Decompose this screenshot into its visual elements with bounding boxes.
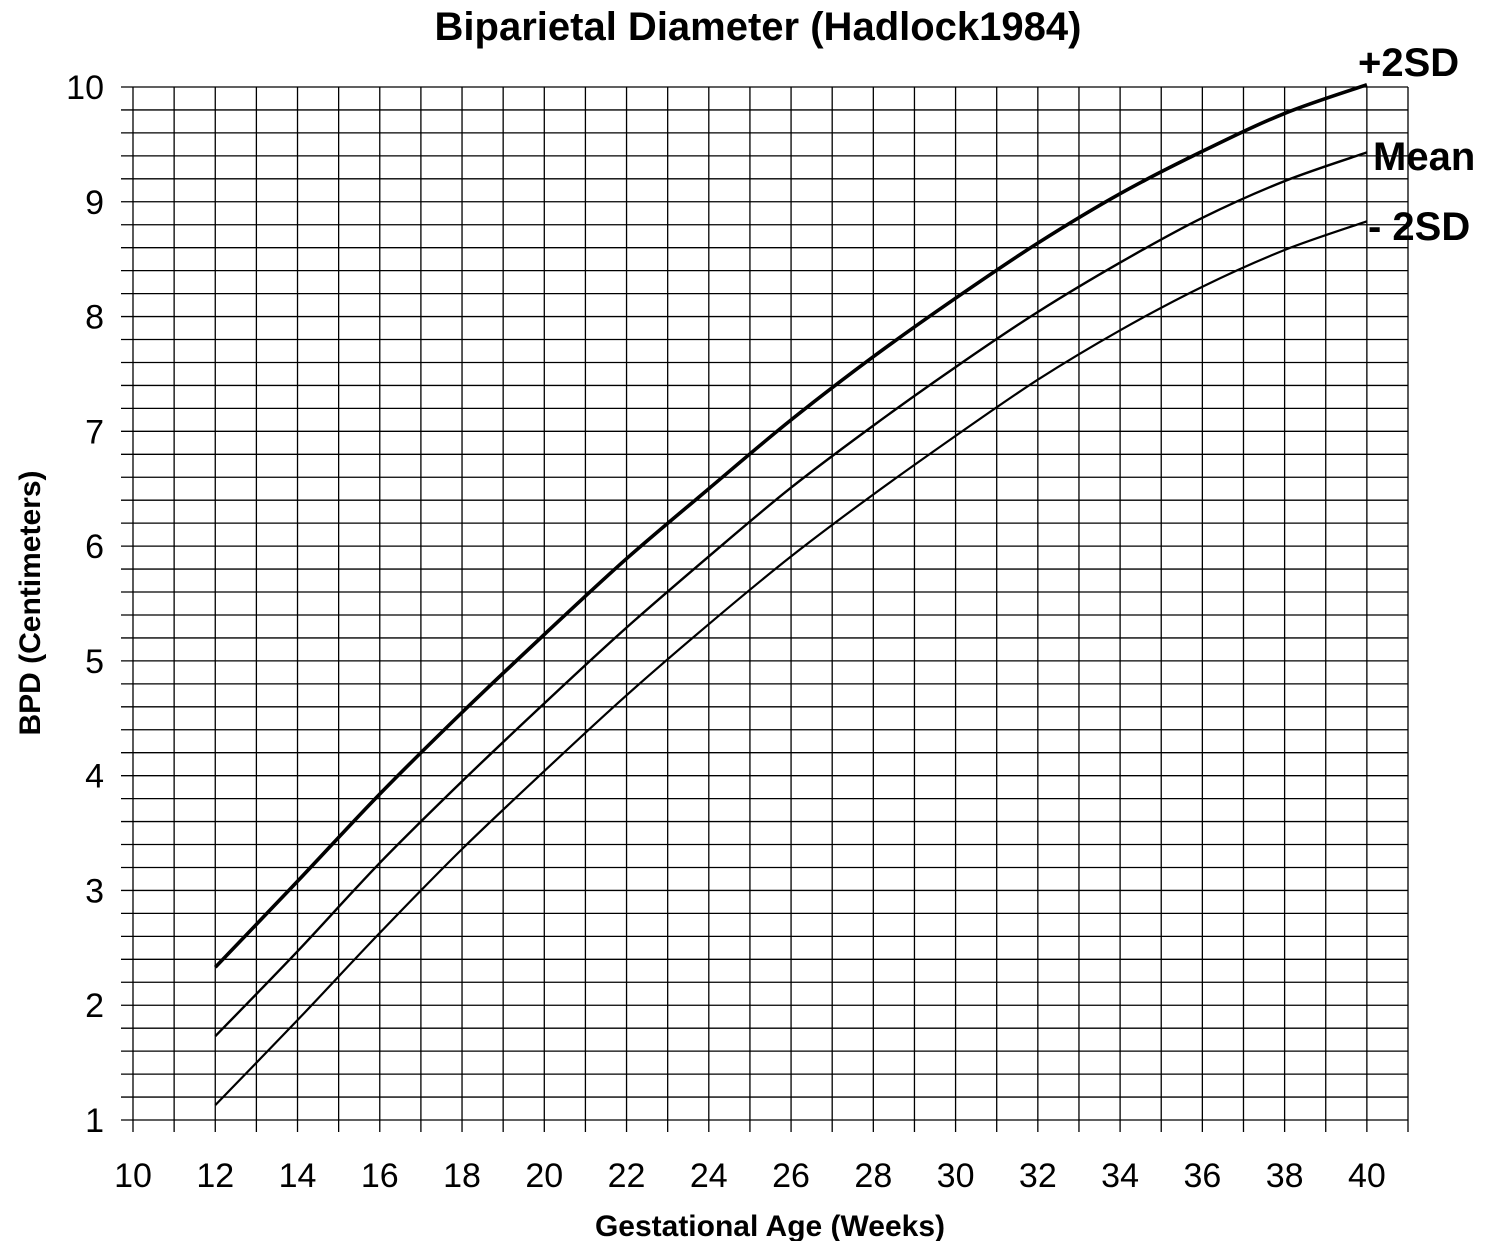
series-line-2sd bbox=[214, 220, 1368, 1106]
x-axis-label: Gestational Age (Weeks) bbox=[595, 1210, 945, 1241]
grid bbox=[121, 86, 1409, 1132]
x-tick-label: 36 bbox=[1183, 1157, 1221, 1195]
x-tick-label: 32 bbox=[1019, 1157, 1057, 1195]
y-tick-label: 3 bbox=[85, 872, 104, 910]
series-label-mean: Mean bbox=[1373, 135, 1475, 179]
series-lines bbox=[214, 83, 1368, 1106]
y-tick-labels: 1 2 3 4 5 6 7 8 9 10 bbox=[66, 69, 104, 1140]
x-tick-label: 40 bbox=[1348, 1157, 1386, 1195]
y-tick-label: 1 bbox=[85, 1102, 104, 1140]
y-tick-label: 6 bbox=[85, 528, 104, 566]
series-line-mean bbox=[214, 151, 1368, 1038]
x-tick-label: 14 bbox=[279, 1157, 317, 1195]
y-tick-label: 8 bbox=[85, 299, 104, 337]
x-tick-label: 28 bbox=[854, 1157, 892, 1195]
y-tick-label: 9 bbox=[85, 184, 104, 222]
y-tick-label: 10 bbox=[66, 69, 104, 107]
x-tick-label: 34 bbox=[1101, 1157, 1139, 1195]
series-labels: +2SD Mean - 2SD bbox=[1358, 41, 1475, 249]
y-axis-label: BPD (Centimeters) bbox=[14, 470, 47, 735]
chart-title: Biparietal Diameter (Hadlock1984) bbox=[435, 5, 1082, 49]
y-tick-label: 4 bbox=[85, 758, 104, 796]
series-label-2sd: +2SD bbox=[1358, 41, 1459, 85]
x-tick-label: 20 bbox=[525, 1157, 563, 1195]
x-tick-label: 30 bbox=[937, 1157, 975, 1195]
x-tick-label: 18 bbox=[443, 1157, 481, 1195]
x-tick-label: 38 bbox=[1266, 1157, 1304, 1195]
x-tick-label: 12 bbox=[196, 1157, 234, 1195]
y-tick-label: 5 bbox=[85, 643, 104, 681]
series-label-2sd: - 2SD bbox=[1368, 205, 1470, 249]
series-line-2sd bbox=[214, 83, 1368, 969]
x-tick-labels: 10 12 14 16 18 20 22 24 26 28 30 32 34 36 38 40 bbox=[114, 1157, 1386, 1195]
x-tick-label: 24 bbox=[690, 1157, 728, 1195]
x-tick-label: 22 bbox=[608, 1157, 646, 1195]
y-tick-label: 7 bbox=[85, 413, 104, 451]
x-tick-label: 10 bbox=[114, 1157, 152, 1195]
y-tick-label: 2 bbox=[85, 987, 104, 1025]
x-tick-label: 16 bbox=[361, 1157, 399, 1195]
x-tick-label: 26 bbox=[772, 1157, 810, 1195]
